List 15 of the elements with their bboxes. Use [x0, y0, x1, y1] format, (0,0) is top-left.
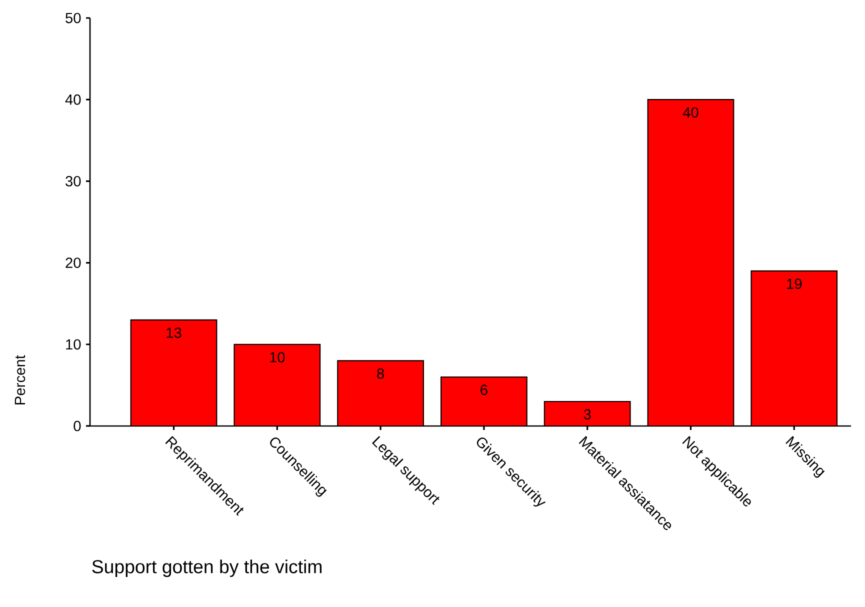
y-tick-label: 50	[66, 12, 81, 24]
data-label: 6	[480, 384, 488, 396]
x-axis-title: Support gotten by the victim	[92, 560, 322, 578]
data-label: 13	[166, 328, 182, 338]
data-label: 19	[787, 278, 802, 289]
y-tick-label: 0	[74, 420, 81, 432]
y-tick-label: 10	[66, 339, 81, 350]
data-label: 40	[682, 107, 698, 118]
y-axis-title: Percent	[14, 355, 26, 404]
y-tick-label: 20	[66, 258, 81, 268]
data-label: 8	[377, 368, 384, 379]
y-tick-label: 40	[65, 94, 81, 105]
y-tick-label: 30	[66, 176, 81, 186]
data-label: 3	[584, 409, 591, 420]
data-label: 10	[270, 352, 285, 362]
